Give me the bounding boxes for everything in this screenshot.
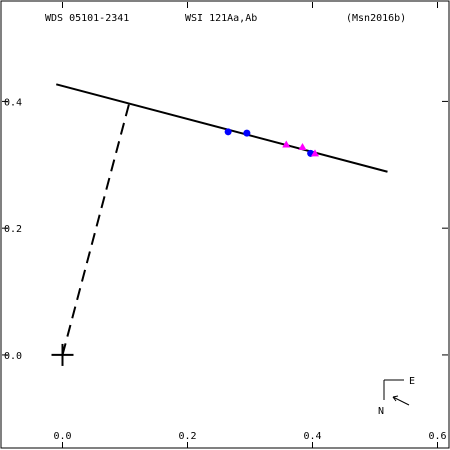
data-point-triangle xyxy=(282,140,291,148)
motion-arrow-head-2 xyxy=(392,396,397,402)
motion-arrow xyxy=(392,396,410,406)
x-tick-label: 0.4 xyxy=(303,431,321,442)
orientation-east-label: E xyxy=(409,376,415,387)
orientation-indicator: E N xyxy=(378,376,415,417)
x-tick-label: 0.2 xyxy=(178,431,196,442)
data-point-circle xyxy=(243,129,251,137)
data-point-triangle xyxy=(298,143,307,151)
x-tick-label: 0.6 xyxy=(428,431,446,442)
header-right: (Msn2016b) xyxy=(346,13,406,24)
orientation-north-label: N xyxy=(378,406,384,417)
periastron-connector xyxy=(61,102,131,356)
header-center: WSI 121Aa,Ab xyxy=(185,13,257,24)
y-tick-label: 0.2 xyxy=(4,224,22,235)
y-tick-label: 0.0 xyxy=(4,351,22,362)
data-point-circle xyxy=(224,128,232,136)
header-left: WDS 05101-2341 xyxy=(45,13,129,24)
marks xyxy=(51,83,388,366)
data-point-triangle xyxy=(311,149,319,157)
motion-arrow-head-1 xyxy=(392,395,399,398)
y-tick-label: 0.4 xyxy=(4,97,22,108)
orbit-line xyxy=(55,83,388,173)
x-tick-label: 0.0 xyxy=(53,431,71,442)
